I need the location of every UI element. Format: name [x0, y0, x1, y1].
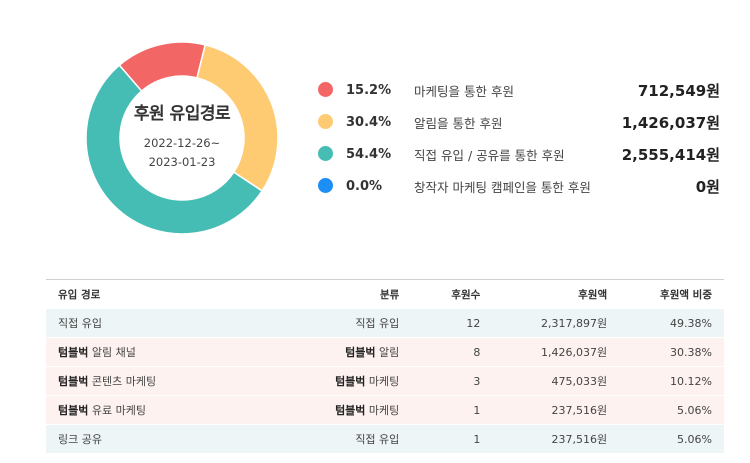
brand-name: 텀블벅 — [335, 375, 366, 388]
header-count: 후원수 — [451, 288, 481, 301]
donut-chart: 후원 유입경로 2022-12-26~ 2023-01-23 — [84, 40, 280, 236]
legend-row-notification: 30.4% 알림을 통한 후원 1,426,037원 — [318, 106, 728, 138]
cell-ratio: 5.06% — [677, 403, 712, 417]
legend-label: 마케팅을 통한 후원 — [414, 83, 514, 99]
legend-label: 직접 유입 / 공유를 통한 후원 — [414, 147, 565, 163]
header-path: 유입 경로 — [58, 288, 101, 301]
cell-category: 텀블벅 마케팅 — [237, 402, 399, 418]
brand-name: 텀블벅 — [58, 375, 89, 388]
cell-category: 텀블벅 알림 — [237, 344, 399, 360]
legend-percent: 54.4% — [346, 146, 392, 162]
cell-path: 텀블벅 알림 채널 — [46, 344, 237, 360]
table-row: 텀블벅 유료 마케팅 텀블벅 마케팅 1 237,516원 5.06% — [46, 396, 724, 425]
table-row: 텀블벅 콘텐츠 마케팅 텀블벅 마케팅 3 475,033원 10.12% — [46, 367, 724, 396]
legend-dot — [318, 178, 333, 193]
cell-path: 텀블벅 유료 마케팅 — [46, 402, 237, 418]
path-text: 직접 유입 — [58, 317, 102, 330]
legend-dot — [318, 82, 333, 97]
cell-count: 3 — [473, 374, 481, 388]
legend-dot — [318, 146, 333, 161]
date-start: 2022-12-26~ — [143, 135, 221, 150]
cell-ratio: 30.38% — [670, 345, 712, 359]
donut-segment — [85, 64, 264, 235]
legend-percent: 15.2% — [346, 82, 392, 98]
category-text: 직접 유입 — [355, 317, 400, 330]
cell-amount: 475,033원 — [551, 375, 608, 388]
cell-count: 8 — [473, 345, 481, 359]
source-table: 유입 경로 분류 후원수 후원액 후원액 비중 직접 유입 직접 유입 12 2… — [46, 279, 724, 454]
legend-amount: 0원 — [695, 177, 720, 196]
header-amount: 후원액 — [578, 288, 608, 301]
category-text: 알림 — [375, 346, 400, 359]
cell-path: 링크 공유 — [46, 431, 237, 447]
cell-ratio: 10.12% — [670, 374, 712, 388]
donut-center: 후원 유입경로 2022-12-26~ 2023-01-23 — [84, 40, 280, 236]
category-text: 마케팅 — [365, 375, 400, 388]
cell-category: 텀블벅 마케팅 — [237, 373, 399, 389]
path-text: 콘텐츠 마케팅 — [88, 375, 157, 388]
legend-dot — [318, 114, 333, 129]
cell-count: 1 — [473, 432, 481, 446]
brand-name: 텀블벅 — [58, 404, 89, 417]
table-row: 링크 공유 직접 유입 1 237,516원 5.06% — [46, 425, 724, 454]
legend-label: 알림을 통한 후원 — [414, 115, 503, 131]
legend: 15.2% 마케팅을 통한 후원 712,549원 30.4% 알림을 통한 후… — [318, 74, 728, 202]
cell-ratio: 5.06% — [677, 432, 712, 446]
cell-amount: 237,516원 — [551, 433, 608, 446]
brand-name: 텀블벅 — [58, 346, 89, 359]
header-ratio: 후원액 비중 — [660, 288, 712, 301]
legend-label: 창작자 마케팅 캠페인을 통한 후원 — [414, 179, 591, 195]
table-header: 유입 경로 분류 후원수 후원액 후원액 비중 — [46, 280, 724, 309]
category-text: 마케팅 — [365, 404, 400, 417]
legend-amount: 1,426,037원 — [621, 113, 720, 132]
cell-count: 1 — [473, 403, 481, 417]
cell-ratio: 49.38% — [670, 316, 712, 330]
table-row: 직접 유입 직접 유입 12 2,317,897원 49.38% — [46, 309, 724, 338]
cell-count: 12 — [466, 316, 481, 330]
legend-percent: 30.4% — [346, 114, 392, 130]
brand-name: 텀블벅 — [335, 404, 366, 417]
legend-amount: 2,555,414원 — [621, 145, 720, 164]
path-text: 알림 채널 — [88, 346, 136, 359]
cell-category: 직접 유입 — [237, 431, 399, 447]
path-text: 링크 공유 — [58, 433, 102, 446]
table-row: 텀블벅 알림 채널 텀블벅 알림 8 1,426,037원 30.38% — [46, 338, 724, 367]
legend-amount: 712,549원 — [637, 81, 720, 100]
donut-title: 후원 유입경로 — [133, 103, 231, 124]
header-category: 분류 — [379, 288, 400, 301]
cell-category: 직접 유입 — [237, 315, 399, 331]
path-text: 유료 마케팅 — [88, 404, 146, 417]
legend-row-marketing: 15.2% 마케팅을 통한 후원 712,549원 — [318, 74, 728, 106]
cell-path: 직접 유입 — [46, 315, 237, 331]
donut-ring — [85, 41, 279, 235]
legend-percent: 0.0% — [346, 178, 383, 194]
brand-name: 텀블벅 — [345, 346, 376, 359]
cell-path: 텀블벅 콘텐츠 마케팅 — [46, 373, 237, 389]
cell-amount: 2,317,897원 — [541, 317, 608, 330]
date-end: 2023-01-23 — [148, 154, 216, 169]
category-text: 직접 유입 — [355, 433, 400, 446]
cell-amount: 1,426,037원 — [541, 346, 608, 359]
legend-row-direct: 54.4% 직접 유입 / 공유를 통한 후원 2,555,414원 — [318, 138, 728, 170]
legend-row-creator-campaign: 0.0% 창작자 마케팅 캠페인을 통한 후원 0원 — [318, 170, 728, 202]
cell-amount: 237,516원 — [551, 404, 608, 417]
